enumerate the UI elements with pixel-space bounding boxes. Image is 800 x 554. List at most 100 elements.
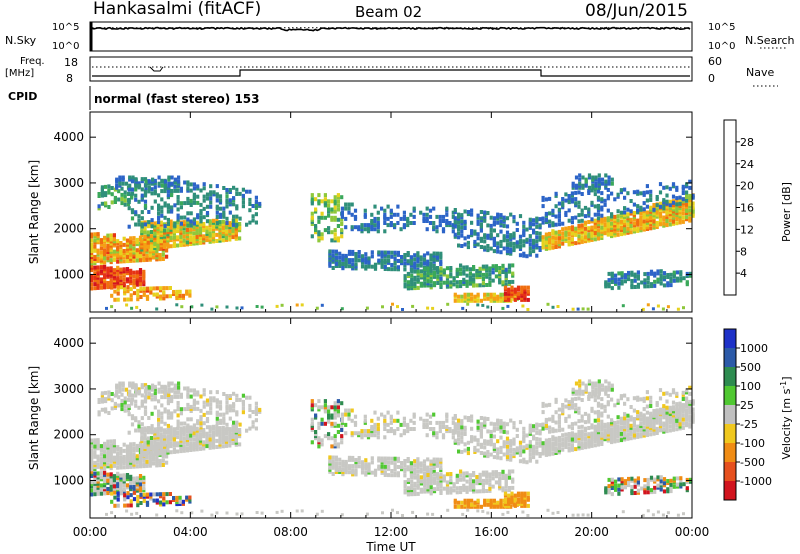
power-cell xyxy=(476,303,480,307)
velocity-cell xyxy=(142,492,146,497)
power-cell xyxy=(403,255,407,260)
power-cell xyxy=(636,189,640,194)
velocity-cell xyxy=(234,438,238,443)
power-cell xyxy=(532,245,536,249)
power-cell xyxy=(406,216,410,221)
power-cell xyxy=(439,253,443,258)
power-cell xyxy=(449,280,453,285)
power-cell xyxy=(118,181,122,186)
power-cell xyxy=(215,194,219,199)
velocity-cell xyxy=(125,463,130,468)
power-cell xyxy=(489,215,493,220)
power-cell xyxy=(675,185,679,190)
power-cell xyxy=(488,272,492,277)
velocity-cell xyxy=(610,423,614,428)
power-cell xyxy=(116,239,120,244)
power-cell xyxy=(107,205,111,209)
power-cell xyxy=(513,291,517,296)
power-cell xyxy=(192,196,196,201)
velocity-cell xyxy=(96,438,100,443)
power-cell xyxy=(153,181,157,185)
velocity-cell xyxy=(93,488,97,493)
power-cell xyxy=(620,279,624,284)
power-cell xyxy=(376,210,380,215)
velocity-cell xyxy=(483,416,487,421)
velocity-cell xyxy=(215,410,219,415)
power-cell xyxy=(93,254,97,259)
velocity-cell xyxy=(182,444,186,449)
power-cell xyxy=(338,259,342,264)
velocity-cell xyxy=(103,483,107,488)
power-cell xyxy=(336,199,340,204)
power-cell xyxy=(396,267,400,272)
velocity-cell xyxy=(116,447,120,452)
velocity-cell xyxy=(344,422,348,427)
velocity-cell xyxy=(413,492,417,497)
power-cell xyxy=(139,286,143,291)
velocity-cell xyxy=(504,480,508,484)
velocity-cell xyxy=(436,474,440,479)
power-cell xyxy=(161,252,165,257)
velocity-cell xyxy=(577,436,581,441)
power-cell xyxy=(580,237,584,242)
velocity-cell xyxy=(557,442,561,447)
power-cell xyxy=(119,253,123,258)
power-cell xyxy=(165,254,169,259)
velocity-cell xyxy=(150,393,154,398)
velocity-cell xyxy=(157,409,161,414)
power-cell xyxy=(544,220,548,225)
power-cell xyxy=(459,267,463,272)
power-cell xyxy=(449,272,453,277)
velocity-cell xyxy=(370,425,374,429)
velocity-cell xyxy=(516,501,521,506)
power-cell xyxy=(166,236,170,241)
velocity-cell xyxy=(112,447,116,452)
power-cell xyxy=(691,209,695,214)
power-cell xyxy=(165,248,169,253)
velocity-cell xyxy=(383,418,387,423)
velocity-cell xyxy=(218,428,222,433)
power-cell xyxy=(538,246,542,250)
power-cell xyxy=(643,272,647,277)
velocity-cell xyxy=(503,501,508,506)
power-cell xyxy=(123,287,127,292)
velocity-cell xyxy=(116,503,120,508)
power-cell xyxy=(170,181,174,186)
velocity-cell xyxy=(509,504,513,509)
power-cell xyxy=(473,296,477,301)
power-cell xyxy=(577,234,581,239)
power-cell xyxy=(548,236,552,240)
power-cell xyxy=(662,271,667,276)
power-cell xyxy=(205,234,209,238)
power-cell xyxy=(600,197,604,202)
velocity-cell xyxy=(107,394,111,399)
power-cell xyxy=(310,193,314,198)
power-cell xyxy=(160,189,164,194)
power-cell xyxy=(228,225,232,230)
power-cell xyxy=(166,203,170,208)
velocity-cell xyxy=(125,485,130,490)
velocity-cell xyxy=(525,460,529,465)
velocity-cell xyxy=(97,398,101,402)
velocity-cell xyxy=(468,487,472,492)
power-cell xyxy=(340,230,344,235)
power-cell xyxy=(425,212,429,217)
power-cell xyxy=(649,271,654,276)
power-cell xyxy=(607,278,611,283)
power-cell xyxy=(254,199,258,204)
velocity-cell xyxy=(489,421,493,426)
power-cell xyxy=(483,210,487,215)
power-cell xyxy=(619,213,623,218)
velocity-cell xyxy=(445,486,450,491)
power-cell xyxy=(228,231,232,236)
power-cell xyxy=(396,305,399,309)
power-cell xyxy=(580,212,584,217)
power-cell xyxy=(196,213,200,218)
power-cell xyxy=(600,177,605,182)
power-cell xyxy=(645,210,649,215)
velocity-cell xyxy=(122,483,126,488)
power-cell xyxy=(590,225,594,230)
power-cell xyxy=(136,297,140,302)
power-cell xyxy=(202,182,206,187)
velocity-cell xyxy=(336,413,340,418)
